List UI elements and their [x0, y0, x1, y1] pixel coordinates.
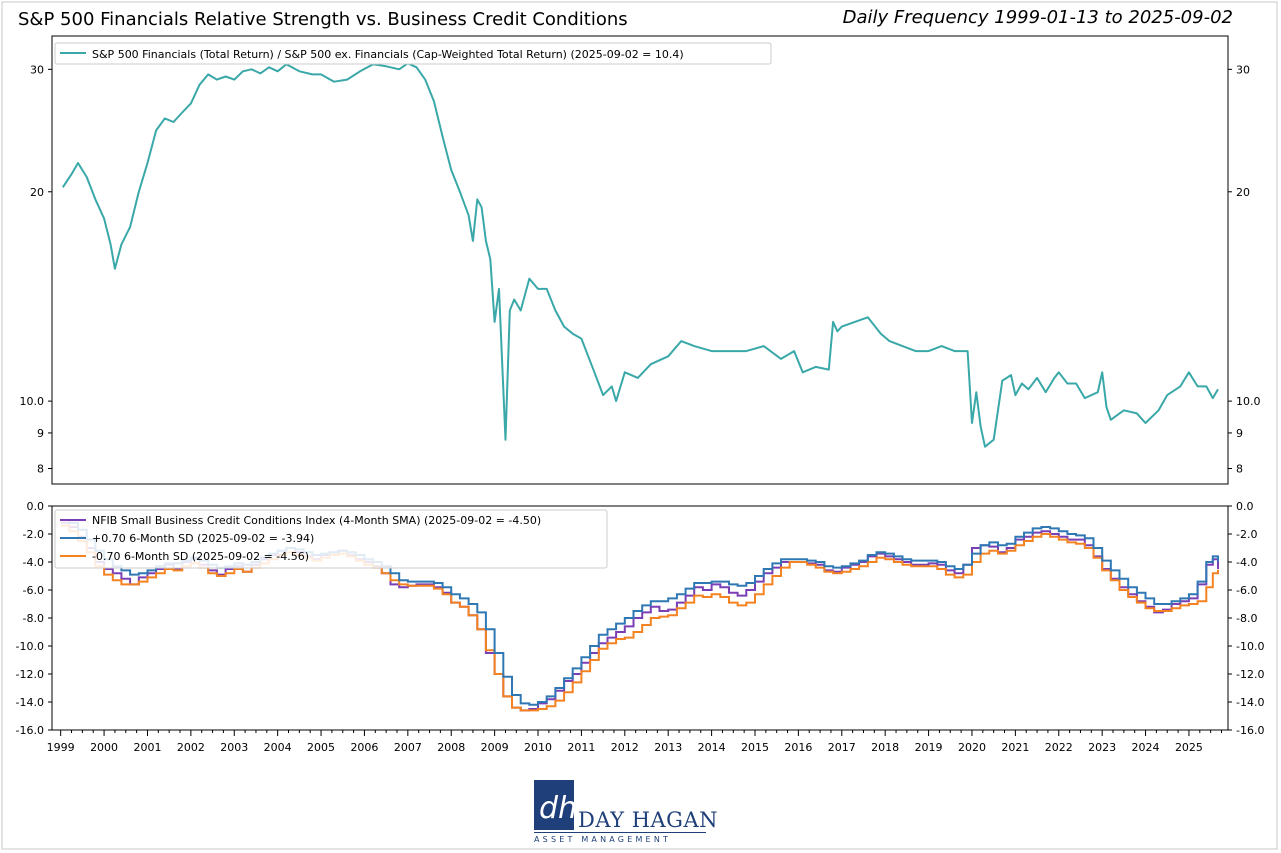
bottom-panel-ticks: 0.0 0.0 -2.0 -2.0 -4.0 -4.0 -6.0 -6.0 -8.0 -8.0 -1…: [16, 500, 1265, 737]
bottom-legend: NFIB Small Business Credit Conditions In…: [54, 509, 608, 569]
x-tick-label: 2002: [177, 741, 205, 754]
x-tick-label: 2021: [1001, 741, 1029, 754]
logo-tagline-text: ASSET MANAGEMENT: [534, 835, 672, 844]
x-tick-label: 2020: [958, 741, 986, 754]
x-tick-label: 2008: [437, 741, 465, 754]
top-ytick-label-left: 10.0: [20, 395, 45, 408]
top-ytick-label-left: 9: [37, 427, 44, 440]
top-ytick-label-right: 9: [1236, 427, 1243, 440]
x-tick-label: 1999: [47, 741, 75, 754]
bottom-ytick-label-right: 0.0: [1236, 500, 1254, 513]
chart-title: S&P 500 Financials Relative Strength vs.…: [18, 9, 628, 30]
x-tick-label: 2010: [524, 741, 552, 754]
bottom-ytick-label-left: -8.0: [23, 612, 44, 625]
top-legend: S&P 500 Financials (Total Return) / S&P …: [54, 42, 772, 65]
x-tick-label: 2013: [654, 741, 682, 754]
bottom-ytick-label-right: -2.0: [1236, 528, 1257, 541]
top-ytick-label-left: 20: [30, 186, 44, 199]
x-tick-label: 2022: [1045, 741, 1073, 754]
svg-text:dh: dh: [539, 791, 574, 826]
x-tick-label: 2019: [915, 741, 943, 754]
x-tick-label: 2015: [741, 741, 769, 754]
top-ytick-label-left: 30: [30, 63, 44, 76]
x-tick-label: 2016: [784, 741, 812, 754]
x-tick-label: 2024: [1132, 741, 1160, 754]
x-tick-label: 2000: [90, 741, 118, 754]
bottom-ytick-label-right: -16.0: [1236, 724, 1264, 737]
bottom-ytick-label-right: -14.0: [1236, 696, 1264, 709]
bottom-ytick-label-left: -12.0: [16, 668, 44, 681]
top-panel-ticks: 8 8 9 9 10.0 10.0 20 20 30 30: [20, 63, 1261, 475]
x-tick-label: 2005: [307, 741, 335, 754]
x-tick-label: 2011: [567, 741, 595, 754]
x-tick-label: 2025: [1175, 741, 1203, 754]
bottom-ytick-label-left: 0.0: [27, 500, 45, 513]
legend-label-lower-band: -0.70 6-Month SD (2025-09-02 = -4.56): [92, 550, 309, 563]
x-axis-ticks: 1999 2000 2001 2002 2003 2004 2005 2006 2007 2008…: [47, 730, 1222, 754]
x-tick-label: 2018: [871, 741, 899, 754]
logo-brand-text: DAY HAGAN: [578, 808, 718, 832]
bottom-ytick-label-left: -14.0: [16, 696, 44, 709]
x-tick-label: 2017: [828, 741, 856, 754]
date-range-subtitle: Daily Frequency 1999-01-13 to 2025-09-02: [842, 7, 1233, 28]
bottom-ytick-label-right: -12.0: [1236, 668, 1264, 681]
bottom-ytick-label-right: -6.0: [1236, 584, 1257, 597]
bottom-ytick-label-left: -2.0: [23, 528, 44, 541]
legend-label-financials: S&P 500 Financials (Total Return) / S&P …: [92, 48, 684, 61]
top-ytick-label-right: 30: [1236, 63, 1250, 76]
x-tick-label: 2001: [133, 741, 161, 754]
series-line-financials-ratio: [61, 62, 1219, 448]
legend-label-nfib: NFIB Small Business Credit Conditions In…: [92, 514, 541, 527]
bottom-ytick-label-right: -10.0: [1236, 640, 1264, 653]
x-tick-label: 2003: [220, 741, 248, 754]
legend-label-upper-band: +0.70 6-Month SD (2025-09-02 = -3.94): [92, 532, 314, 545]
x-tick-label: 2004: [264, 741, 292, 754]
top-ytick-label-right: 10.0: [1236, 395, 1261, 408]
x-tick-label: 2006: [350, 741, 378, 754]
x-tick-label: 2023: [1088, 741, 1116, 754]
top-ytick-label-right: 8: [1236, 463, 1243, 476]
x-tick-label: 2014: [698, 741, 726, 754]
bottom-ytick-label-left: -4.0: [23, 556, 44, 569]
top-panel-axes: [51, 35, 1229, 485]
x-tick-label: 2009: [481, 741, 509, 754]
x-tick-label: 2007: [394, 741, 422, 754]
top-ytick-label-right: 20: [1236, 186, 1250, 199]
top-panel-series: [61, 62, 1219, 448]
bottom-ytick-label-left: -10.0: [16, 640, 44, 653]
bottom-ytick-label-left: -16.0: [16, 724, 44, 737]
logo-divider: [534, 832, 706, 833]
bottom-ytick-label-left: -6.0: [23, 584, 44, 597]
day-hagan-logo: dh DAY HAGAN ASSET MANAGEMENT: [534, 780, 718, 846]
bottom-ytick-label-right: -8.0: [1236, 612, 1257, 625]
bottom-ytick-label-right: -4.0: [1236, 556, 1257, 569]
top-ytick-label-left: 8: [37, 463, 44, 476]
dh-logo-mark-icon: dh: [534, 780, 574, 830]
x-tick-label: 2012: [611, 741, 639, 754]
